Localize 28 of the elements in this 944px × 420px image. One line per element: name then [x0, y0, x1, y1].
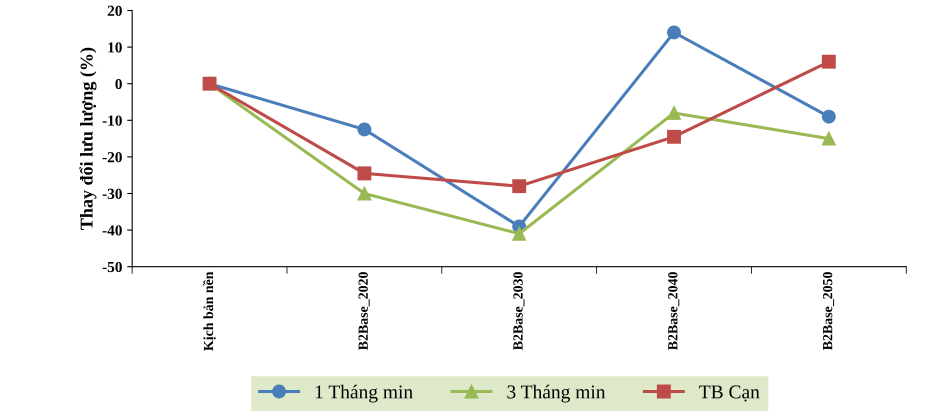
point [512, 179, 526, 194]
x-tick-label: B2Base_2020 [358, 272, 370, 350]
point [822, 132, 836, 146]
point [667, 130, 681, 144]
x-tick-label: B2Base_2050 [822, 272, 834, 350]
x-tick-label: Kịch bản nền [202, 272, 216, 351]
point [357, 186, 372, 200]
point [512, 226, 526, 241]
x-tick-label: B2Base_2030 [513, 272, 524, 350]
point [822, 54, 836, 69]
y-tick-label: -20 [102, 152, 122, 162]
point [667, 26, 681, 40]
y-axis-title: Thay đổi lưu lượng (%) [79, 48, 97, 230]
y-tick-label: -10 [102, 115, 122, 126]
y-tick-label: 20 [108, 6, 122, 16]
point [357, 166, 372, 180]
legend-label: 1 Tháng min [316, 384, 413, 402]
y-tick-label: 10 [108, 42, 122, 53]
legend-label: TB Cạn [699, 385, 760, 402]
y-tick-label: -50 [102, 262, 122, 272]
x-tick-label: B2Base_2040 [668, 272, 680, 350]
legend-label: 3 Tháng min [507, 384, 606, 402]
point [822, 110, 836, 124]
point [357, 122, 372, 136]
point [667, 106, 681, 120]
y-tick-label: -30 [102, 188, 122, 199]
y-tick-label: -40 [102, 225, 122, 236]
y-tick-label: 0 [115, 78, 122, 90]
